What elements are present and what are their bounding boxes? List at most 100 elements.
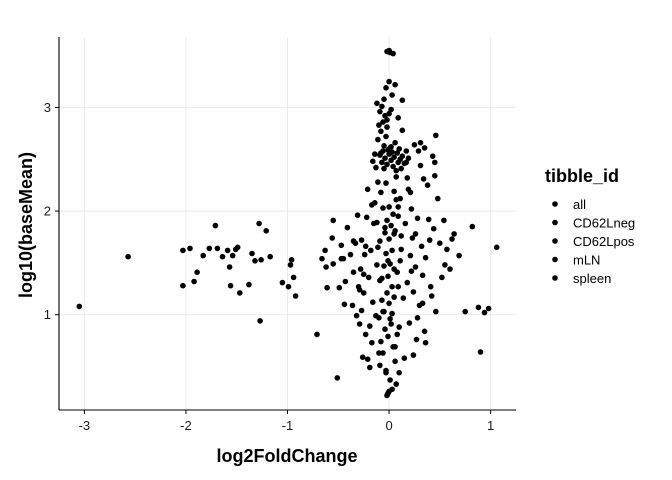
data-point — [428, 293, 435, 299]
data-point — [421, 328, 428, 335]
data-point — [398, 165, 405, 172]
data-point — [370, 158, 376, 165]
data-point — [191, 278, 197, 285]
data-point — [364, 186, 371, 193]
data-point — [249, 250, 255, 257]
data-point — [433, 132, 439, 139]
data-point — [389, 92, 395, 98]
data-point — [481, 309, 488, 316]
data-point — [370, 299, 376, 306]
data-point — [369, 339, 375, 346]
data-point — [393, 381, 400, 387]
data-point — [439, 274, 445, 281]
data-point — [441, 217, 447, 224]
legend: tibble_id all CD62Lneg CD62Lpos mLN spleen — [545, 166, 635, 286]
data-point — [401, 160, 408, 167]
data-point — [426, 237, 433, 243]
data-point — [338, 242, 345, 249]
data-point — [374, 262, 380, 268]
data-point — [349, 302, 356, 309]
data-point — [404, 175, 411, 181]
data-point — [361, 251, 368, 258]
data-point — [360, 290, 367, 296]
data-point — [409, 235, 416, 241]
data-point — [386, 236, 392, 242]
data-point — [330, 217, 337, 224]
data-point — [379, 103, 385, 110]
data-point — [447, 266, 453, 272]
data-point — [187, 245, 193, 252]
data-point — [388, 222, 394, 229]
data-point — [384, 290, 390, 296]
data-point — [451, 231, 457, 237]
data-point — [342, 278, 349, 285]
data-point — [401, 355, 408, 362]
data-point — [377, 277, 383, 284]
data-point — [432, 159, 438, 166]
data-point — [234, 244, 241, 251]
x-tick-label: 1 — [487, 418, 494, 433]
data-point — [387, 316, 393, 322]
data-point — [324, 284, 330, 291]
data-point — [237, 290, 243, 296]
data-point — [408, 206, 415, 212]
data-point — [399, 153, 406, 159]
data-point — [226, 264, 233, 270]
data-point — [392, 139, 398, 146]
data-point — [462, 308, 469, 315]
data-point — [314, 331, 320, 338]
data-point — [390, 344, 396, 350]
data-point — [435, 195, 441, 202]
data-point — [319, 255, 325, 262]
data-point — [386, 47, 392, 54]
data-point — [407, 189, 414, 196]
data-point — [393, 196, 400, 203]
data-point — [353, 312, 360, 319]
data-point — [373, 164, 379, 171]
data-point — [374, 100, 380, 107]
data-point — [382, 326, 388, 333]
data-point — [288, 257, 295, 263]
data-point — [394, 331, 401, 338]
data-point — [323, 264, 329, 270]
data-point — [399, 127, 406, 134]
data-point — [256, 220, 262, 227]
data-point — [227, 282, 234, 289]
legend-items: all CD62Lneg CD62Lpos mLN spleen — [552, 197, 635, 286]
data-point — [444, 246, 450, 253]
data-point — [400, 295, 407, 301]
data-point — [415, 148, 422, 154]
data-point — [389, 149, 395, 155]
data-point — [384, 124, 390, 130]
legend-label: all — [573, 197, 586, 212]
data-point — [388, 106, 394, 113]
data-point — [380, 119, 386, 125]
data-point — [358, 237, 365, 243]
data-point — [418, 243, 425, 250]
data-point — [378, 338, 384, 345]
data-point — [391, 188, 397, 195]
data-point — [398, 246, 405, 253]
data-point — [359, 354, 366, 361]
data-point — [219, 253, 226, 260]
data-point — [456, 252, 462, 259]
data-point — [414, 215, 421, 222]
axis-ticks: -3 -2 -1 0 1 1 2 3 — [44, 100, 494, 433]
data-point — [420, 176, 427, 182]
data-point — [292, 293, 299, 299]
data-point — [347, 251, 354, 258]
data-point — [379, 159, 385, 166]
data-point — [393, 167, 400, 174]
x-tick-label: -3 — [79, 418, 91, 433]
data-point — [449, 236, 455, 242]
data-point — [200, 252, 206, 259]
data-point — [387, 377, 393, 383]
data-point — [380, 205, 386, 211]
data-point — [383, 367, 389, 374]
data-point — [398, 233, 405, 239]
data-point — [279, 279, 286, 286]
data-point — [258, 257, 264, 263]
data-point — [429, 153, 436, 159]
data-point — [422, 254, 429, 261]
data-point — [384, 161, 390, 168]
